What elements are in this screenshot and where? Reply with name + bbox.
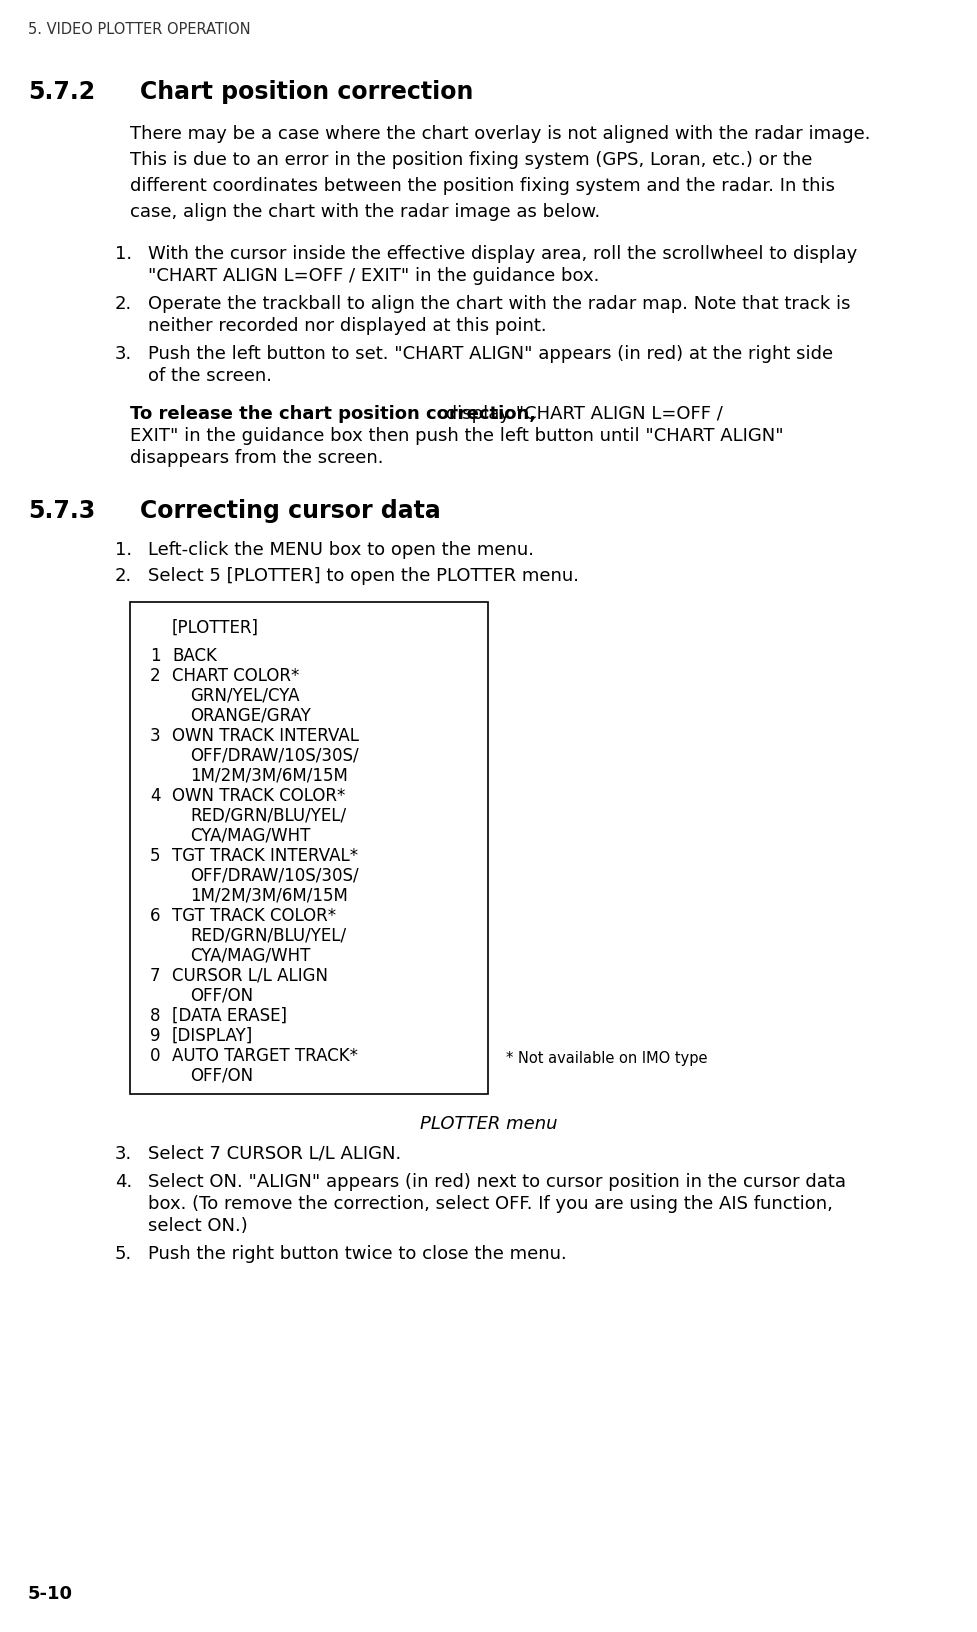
Text: neither recorded nor displayed at this point.: neither recorded nor displayed at this p… xyxy=(148,317,546,335)
Text: OFF/DRAW/10S/30S/: OFF/DRAW/10S/30S/ xyxy=(190,867,359,885)
Text: CYA/MAG/WHT: CYA/MAG/WHT xyxy=(190,947,310,965)
Text: OFF/ON: OFF/ON xyxy=(190,1066,253,1084)
Text: 3.: 3. xyxy=(115,1144,132,1162)
Text: CURSOR L/L ALIGN: CURSOR L/L ALIGN xyxy=(172,966,327,984)
Text: 2.: 2. xyxy=(115,294,132,312)
Text: OFF/ON: OFF/ON xyxy=(190,986,253,1004)
Text: 2: 2 xyxy=(149,666,160,684)
Text: OWN TRACK INTERVAL: OWN TRACK INTERVAL xyxy=(172,726,359,744)
Text: ORANGE/GRAY: ORANGE/GRAY xyxy=(190,707,311,725)
Text: RED/GRN/BLU/YEL/: RED/GRN/BLU/YEL/ xyxy=(190,806,346,824)
Text: 5-10: 5-10 xyxy=(28,1585,73,1603)
Text: box. (To remove the correction, select OFF. If you are using the AIS function,: box. (To remove the correction, select O… xyxy=(148,1195,832,1213)
Text: [PLOTTER]: [PLOTTER] xyxy=(172,619,259,636)
Text: CHART COLOR*: CHART COLOR* xyxy=(172,666,299,684)
Text: 1: 1 xyxy=(149,646,160,664)
Text: 1.: 1. xyxy=(115,245,132,263)
Text: display "CHART ALIGN L=OFF /: display "CHART ALIGN L=OFF / xyxy=(439,405,722,423)
Text: 3.: 3. xyxy=(115,344,132,362)
Text: [DISPLAY]: [DISPLAY] xyxy=(172,1027,253,1044)
Text: Select ON. "ALIGN" appears (in red) next to cursor position in the cursor data: Select ON. "ALIGN" appears (in red) next… xyxy=(148,1172,845,1190)
Text: With the cursor inside the effective display area, roll the scrollwheel to displ: With the cursor inside the effective dis… xyxy=(148,245,857,263)
Text: 1M/2M/3M/6M/15M: 1M/2M/3M/6M/15M xyxy=(190,765,348,783)
Text: 5: 5 xyxy=(149,845,160,863)
Text: 7: 7 xyxy=(149,966,160,984)
Text: This is due to an error in the position fixing system (GPS, Loran, etc.) or the: This is due to an error in the position … xyxy=(130,150,812,168)
Text: "CHART ALIGN L=OFF / EXIT" in the guidance box.: "CHART ALIGN L=OFF / EXIT" in the guidan… xyxy=(148,266,599,284)
Text: 6: 6 xyxy=(149,906,160,924)
Text: 8: 8 xyxy=(149,1005,160,1023)
Text: 9: 9 xyxy=(149,1027,160,1044)
Text: disappears from the screen.: disappears from the screen. xyxy=(130,449,383,467)
Text: GRN/YEL/CYA: GRN/YEL/CYA xyxy=(190,685,299,703)
Text: case, align the chart with the radar image as below.: case, align the chart with the radar ima… xyxy=(130,202,600,220)
Text: Left-click the MENU box to open the menu.: Left-click the MENU box to open the menu… xyxy=(148,540,533,558)
Text: Select 7 CURSOR L/L ALIGN.: Select 7 CURSOR L/L ALIGN. xyxy=(148,1144,401,1162)
Text: 4: 4 xyxy=(149,787,160,805)
Text: Correcting cursor data: Correcting cursor data xyxy=(140,498,441,522)
Text: Operate the trackball to align the chart with the radar map. Note that track is: Operate the trackball to align the chart… xyxy=(148,294,850,312)
Text: To release the chart position correction,: To release the chart position correction… xyxy=(130,405,535,423)
Text: OWN TRACK COLOR*: OWN TRACK COLOR* xyxy=(172,787,345,805)
Text: RED/GRN/BLU/YEL/: RED/GRN/BLU/YEL/ xyxy=(190,925,346,943)
Text: 5.: 5. xyxy=(115,1244,132,1262)
Text: 0: 0 xyxy=(149,1046,160,1064)
Text: OFF/DRAW/10S/30S/: OFF/DRAW/10S/30S/ xyxy=(190,746,359,764)
Text: 2.: 2. xyxy=(115,566,132,584)
Text: AUTO TARGET TRACK*: AUTO TARGET TRACK* xyxy=(172,1046,358,1064)
Text: There may be a case where the chart overlay is not aligned with the radar image.: There may be a case where the chart over… xyxy=(130,126,870,144)
Text: BACK: BACK xyxy=(172,646,217,664)
Text: different coordinates between the position fixing system and the radar. In this: different coordinates between the positi… xyxy=(130,176,834,194)
Text: * Not available on IMO type: * Not available on IMO type xyxy=(505,1049,706,1066)
Text: 4.: 4. xyxy=(115,1172,132,1190)
Text: Push the left button to set. "CHART ALIGN" appears (in red) at the right side: Push the left button to set. "CHART ALIG… xyxy=(148,344,832,362)
Text: select ON.): select ON.) xyxy=(148,1216,247,1234)
Text: 5. VIDEO PLOTTER OPERATION: 5. VIDEO PLOTTER OPERATION xyxy=(28,21,250,38)
Text: 5.7.2: 5.7.2 xyxy=(28,80,95,104)
Text: PLOTTER menu: PLOTTER menu xyxy=(420,1115,557,1133)
Text: [DATA ERASE]: [DATA ERASE] xyxy=(172,1005,286,1023)
Text: EXIT" in the guidance box then push the left button until "CHART ALIGN": EXIT" in the guidance box then push the … xyxy=(130,426,783,444)
Text: Push the right button twice to close the menu.: Push the right button twice to close the… xyxy=(148,1244,566,1262)
Text: Select 5 [PLOTTER] to open the PLOTTER menu.: Select 5 [PLOTTER] to open the PLOTTER m… xyxy=(148,566,578,584)
Bar xyxy=(130,602,488,1093)
Text: 3: 3 xyxy=(149,726,160,744)
Text: CYA/MAG/WHT: CYA/MAG/WHT xyxy=(190,826,310,844)
Text: TGT TRACK INTERVAL*: TGT TRACK INTERVAL* xyxy=(172,845,358,863)
Text: of the screen.: of the screen. xyxy=(148,366,272,385)
Text: Chart position correction: Chart position correction xyxy=(140,80,473,104)
Text: 1M/2M/3M/6M/15M: 1M/2M/3M/6M/15M xyxy=(190,886,348,904)
Text: TGT TRACK COLOR*: TGT TRACK COLOR* xyxy=(172,906,336,924)
Text: 5.7.3: 5.7.3 xyxy=(28,498,95,522)
Text: 1.: 1. xyxy=(115,540,132,558)
